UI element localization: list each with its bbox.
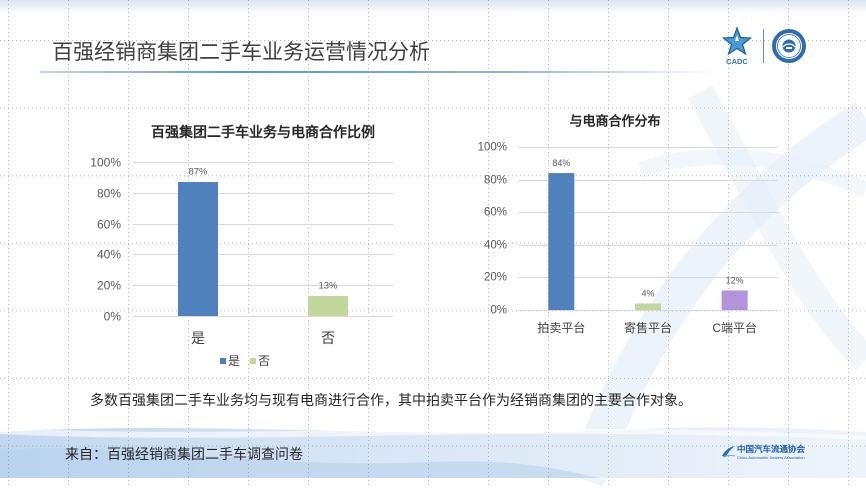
y-tick-label: 80% — [97, 187, 121, 201]
y-tick-label: 0% — [490, 305, 507, 317]
category-label: 寄售平台 — [624, 320, 672, 335]
y-tick-label: 60% — [97, 218, 121, 232]
y-tick-label: 60% — [484, 207, 507, 219]
bar — [721, 290, 748, 310]
chart-title: 百强集团二手车业务与电商合作比例 — [151, 124, 375, 140]
footer-org-name: 中国汽车流通协会 — [737, 444, 806, 454]
footer-org-name-en: China Automobile Dealers Association — [737, 455, 805, 460]
footer-logo: 中国汽车流通协会 China Automobile Dealers Associ… — [721, 443, 813, 463]
footer-wave — [0, 428, 866, 440]
y-tick-label: 20% — [484, 272, 507, 284]
category-label: 拍卖平台 — [537, 320, 585, 335]
category-label: C端平台 — [712, 320, 757, 335]
association-seal-icon — [772, 29, 806, 63]
category-label: 否 — [321, 330, 335, 346]
legend-label: 是 — [228, 354, 240, 368]
bar — [548, 173, 575, 310]
cadc-star-logo-icon: CADC — [721, 26, 753, 66]
y-tick-label: 0% — [104, 310, 122, 324]
title-underline — [40, 71, 716, 73]
slide-title: 百强经销商集团二手车业务运营情况分析 — [52, 41, 430, 64]
association-swoosh-icon — [722, 446, 736, 458]
legend-swatch — [250, 358, 256, 364]
source-note: 来自：百强经销商集团二手车调查问卷 — [65, 446, 303, 462]
bar — [635, 303, 661, 310]
category-label: 是 — [191, 330, 205, 346]
watermark-swoosh — [637, 148, 866, 198]
cadc-logo-text: CADC — [726, 57, 748, 66]
y-tick-label: 40% — [97, 248, 121, 262]
data-label: 13% — [318, 280, 338, 291]
bar — [308, 295, 348, 316]
data-label: 87% — [188, 167, 208, 178]
chart-right: 与电商合作分布 0% 20% 40% 60% 80% 100% 84% 拍卖平台 4% 寄售平台 1… — [478, 114, 778, 335]
top-band — [0, 0, 866, 14]
data-label: 4% — [641, 288, 654, 298]
y-tick-label: 40% — [484, 240, 507, 252]
y-tick-label: 20% — [97, 279, 121, 293]
watermark-swoosh — [687, 85, 866, 370]
legend-label: 否 — [258, 354, 270, 368]
data-label: 12% — [726, 275, 744, 285]
chart-left: 百强集团二手车业务与电商合作比例 0% 20% 40% 60% 80% 100% 87% 是 1… — [90, 124, 393, 368]
y-tick-label: 100% — [90, 156, 121, 170]
y-tick-label: 80% — [484, 175, 507, 187]
footer-wave — [0, 447, 600, 478]
summary-text: 多数百强集团二手车业务均与现有电商进行合作，其中拍卖平台作为经销商集团的主要合作… — [90, 392, 692, 408]
data-label: 84% — [552, 158, 570, 168]
chart-title: 与电商合作分布 — [569, 114, 660, 129]
legend-swatch — [220, 358, 226, 364]
bar — [178, 182, 218, 316]
y-tick-label: 100% — [478, 142, 507, 154]
